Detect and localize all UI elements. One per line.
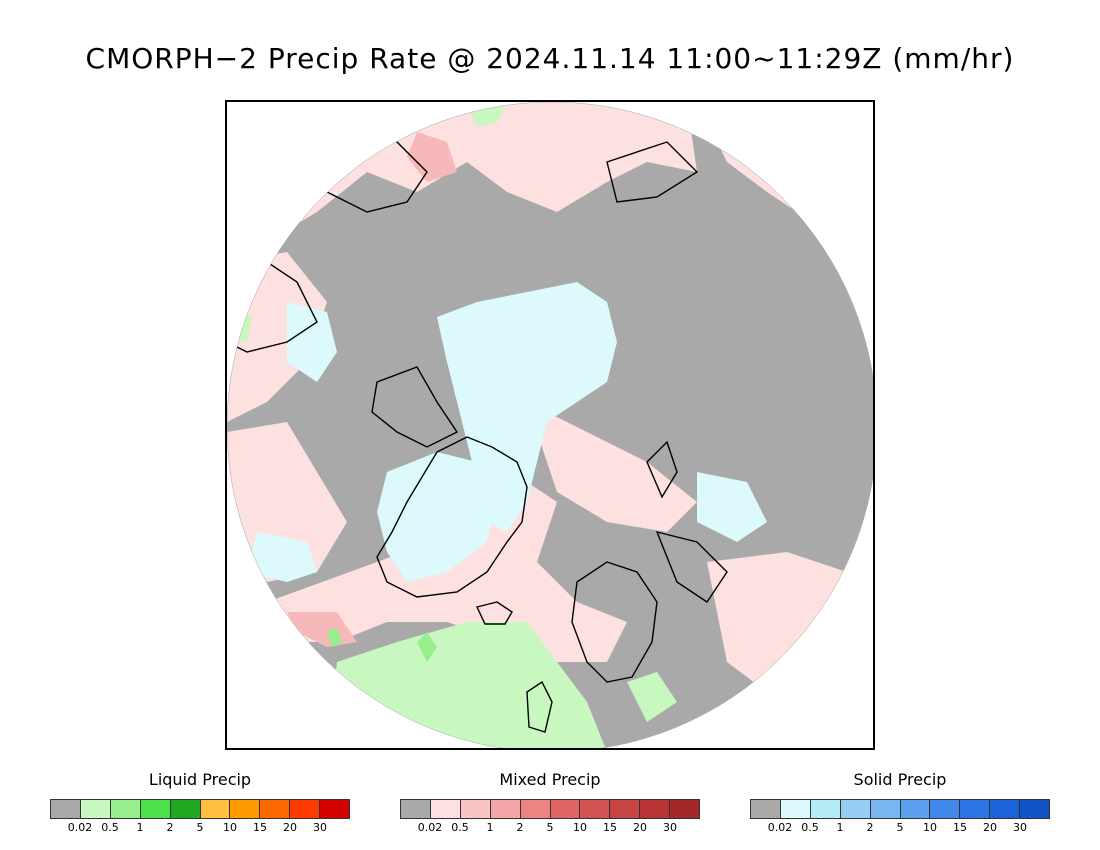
color-bar (400, 799, 700, 819)
color-bar (750, 799, 1050, 819)
tick-labels: 0.02 0.5 1 2 5 10 15 20 30 (50, 821, 350, 835)
legend-tick-label: 10 (223, 821, 237, 834)
legend-tick-label: 2 (866, 821, 874, 834)
legend-swatch (200, 800, 231, 818)
legend-swatch (140, 800, 171, 818)
liquid-precip-region (627, 672, 677, 722)
legend-tick-label: 5 (546, 821, 554, 834)
legend-swatch (320, 800, 350, 818)
british-isles-coast (526, 680, 553, 733)
iceland-coast (476, 601, 513, 625)
legend-swatch (490, 800, 521, 818)
legend-swatch (810, 800, 841, 818)
legend-liquid-precip: Liquid Precip 0.02 0.5 1 2 5 10 15 20 30 (50, 770, 350, 835)
mixed-precip-region (407, 132, 457, 182)
legend-tick-label: 30 (1013, 821, 1027, 834)
legend-tick-label: 15 (603, 821, 617, 834)
legend-tick-label: 1 (136, 821, 144, 834)
legend-swatch (870, 800, 901, 818)
legend-tick-label: 20 (283, 821, 297, 834)
legend-tick-label: 15 (953, 821, 967, 834)
legend-swatch (1020, 800, 1050, 818)
legend-title: Liquid Precip (148, 770, 252, 789)
legend-tick-label: 2 (516, 821, 524, 834)
precip-field (227, 102, 873, 748)
map-canvas (227, 102, 873, 748)
legend-tick-label: 0.02 (767, 821, 793, 834)
legend-swatch (51, 800, 81, 818)
legend-tick-label: 0.02 (417, 821, 443, 834)
legend-tick-label: 1 (486, 821, 494, 834)
legend-swatch (430, 800, 461, 818)
legend-tick-label: 0.5 (451, 821, 469, 834)
legend-solid-precip: Solid Precip 0.02 0.5 1 2 5 10 15 20 30 (750, 770, 1050, 835)
legend-swatch (751, 800, 781, 818)
legend-tick-label: 20 (983, 821, 997, 834)
legend-swatch (110, 800, 141, 818)
legend-tick-label: 10 (923, 821, 937, 834)
legend-swatch (990, 800, 1021, 818)
legend-swatch (670, 800, 700, 818)
page-title: CMORPH−2 Precip Rate @ 2024.11.14 11:00~… (85, 42, 1015, 75)
legend-tick-label: 5 (896, 821, 904, 834)
solid-precip-region (247, 532, 317, 582)
legend-swatch (230, 800, 261, 818)
legend-swatch (930, 800, 961, 818)
legend-swatch (550, 800, 581, 818)
legend-swatch (260, 800, 291, 818)
legend-swatch (900, 800, 931, 818)
solid-precip-region (697, 472, 767, 542)
polar-precip-map (225, 100, 875, 750)
solid-precip-region (287, 302, 337, 382)
legend-tick-label: 0.02 (67, 821, 93, 834)
color-bar (50, 799, 350, 819)
legend-title: Mixed Precip (499, 770, 601, 789)
legend-swatch (401, 800, 431, 818)
scandinavia-coast (571, 561, 658, 683)
liquid-precip-region (417, 632, 437, 662)
mixed-precip-region (527, 402, 697, 532)
legend-tick-label: 5 (196, 821, 204, 834)
canadian-archipelago-coast (371, 366, 459, 448)
legend-tick-label: 2 (166, 821, 174, 834)
legend-swatch (610, 800, 641, 818)
legend-swatch (580, 800, 611, 818)
legend-tick-label: 1 (836, 821, 844, 834)
legend-swatch (80, 800, 111, 818)
liquid-precip-region (327, 627, 342, 647)
legend-swatch (780, 800, 811, 818)
solid-precip-region (377, 452, 497, 582)
greenland-coast (376, 436, 528, 598)
novaya-zemlya-coast (646, 440, 678, 499)
tick-labels: 0.02 0.5 1 2 5 10 15 20 30 (400, 821, 700, 835)
siberia-coast (606, 141, 699, 203)
legend-swatch (960, 800, 991, 818)
europe-russia-coast (655, 530, 728, 603)
legend-swatch (290, 800, 321, 818)
legend-swatch (520, 800, 551, 818)
legend-mixed-precip: Mixed Precip 0.02 0.5 1 2 5 10 15 20 30 (400, 770, 700, 835)
solid-precip-region (437, 282, 617, 532)
legend-tick-label: 0.5 (801, 821, 819, 834)
legend-tick-label: 30 (313, 821, 327, 834)
legend-tick-label: 0.5 (101, 821, 119, 834)
legend-title: Solid Precip (853, 770, 947, 789)
legend-swatch (640, 800, 671, 818)
legend-tick-label: 10 (573, 821, 587, 834)
legend-tick-label: 30 (663, 821, 677, 834)
legend-tick-label: 20 (633, 821, 647, 834)
legend-tick-label: 15 (253, 821, 267, 834)
legend-swatch (170, 800, 201, 818)
legend-swatch (460, 800, 491, 818)
legend-swatch (840, 800, 871, 818)
tick-labels: 0.02 0.5 1 2 5 10 15 20 30 (750, 821, 1050, 835)
